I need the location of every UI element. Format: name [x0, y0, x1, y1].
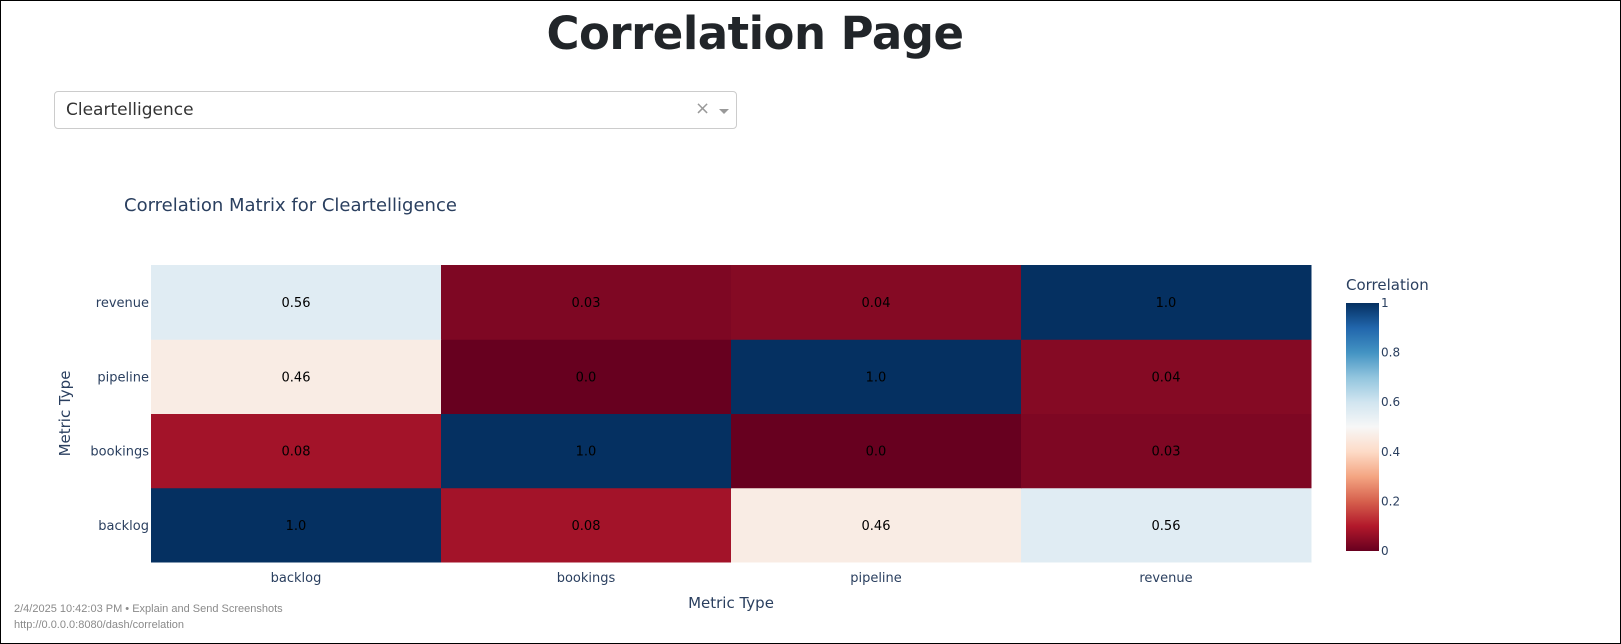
footer-url: http://0.0.0.0:8080/dash/correlation: [14, 619, 185, 631]
cell-value-label: 0.46: [282, 370, 311, 385]
x-axis-title: Metric Type: [688, 594, 774, 612]
cell-value-label: 0.56: [282, 296, 311, 311]
colorbar-title: Correlation: [1346, 276, 1429, 294]
heatmap-cell-revenue-backlog: [151, 265, 442, 340]
cell-value-label: 0.03: [572, 296, 601, 311]
y-axis-ticks: backlog bookings pipeline revenue: [90, 296, 149, 534]
colorbar-tick-label: 0: [1381, 544, 1389, 558]
cell-value-label: 0.08: [572, 519, 601, 534]
cell-value-label: 0.03: [1152, 445, 1181, 460]
company-dropdown[interactable]: Cleartelligence ×: [54, 91, 737, 129]
chevron-down-icon[interactable]: [719, 109, 729, 114]
colorbar-tick-label: 0.4: [1381, 445, 1400, 459]
cell-value-label: 0.08: [282, 445, 311, 460]
colorbar-tick-label: 0.8: [1381, 346, 1400, 360]
cell-value-label: 1.0: [866, 370, 887, 385]
y-tick-label: pipeline: [97, 370, 149, 385]
heatmap-cell-backlog-bookings: [441, 487, 732, 563]
dropdown-selected-value: Cleartelligence: [66, 100, 194, 120]
heatmap-cell-backlog-backlog: [151, 487, 442, 563]
x-tick-label: revenue: [1139, 571, 1192, 586]
colorbar-ticks: 0 0.2 0.4 0.6 0.8 1: [1381, 296, 1400, 558]
cell-value-label: 0.04: [1152, 370, 1181, 385]
heatmap-cell-bookings-pipeline: [731, 413, 1022, 489]
cell-value-label: 1.0: [576, 445, 597, 460]
colorbar-tick-label: 0.6: [1381, 395, 1400, 409]
x-tick-label: bookings: [557, 571, 616, 586]
cell-value-label: 0.0: [866, 445, 887, 460]
heatmap-cell-backlog-revenue: [1021, 487, 1312, 563]
heatmap-cell-pipeline-pipeline: [731, 339, 1022, 414]
heatmap-cells: [151, 265, 1312, 563]
heatmap-cell-labels: 1.0 0.08 0.46 0.56 0.08 1.0 0.0 0.03 0.46 0.0 1.0 0…: [282, 296, 1181, 534]
cell-value-label: 1.0: [286, 519, 307, 534]
heatmap-cell-pipeline-backlog: [151, 339, 442, 414]
y-tick-label: backlog: [98, 519, 149, 534]
heatmap-cell-bookings-backlog: [151, 413, 442, 489]
cell-value-label: 1.0: [1156, 296, 1177, 311]
footer-timestamp: 2/4/2025 10:42:03 PM • Explain and Send …: [14, 603, 283, 615]
heatmap-cell-bookings-revenue: [1021, 413, 1312, 489]
y-tick-label: revenue: [96, 296, 149, 311]
colorbar-tick-label: 1: [1381, 296, 1389, 310]
heatmap-cell-revenue-revenue: [1021, 265, 1312, 340]
cell-value-label: 0.0: [576, 370, 597, 385]
x-axis-ticks: backlog bookings pipeline revenue: [271, 571, 1193, 586]
heatmap-cell-revenue-pipeline: [731, 265, 1022, 340]
heatmap-cell-backlog-pipeline: [731, 487, 1022, 563]
cell-value-label: 0.04: [862, 296, 891, 311]
x-tick-label: backlog: [271, 571, 322, 586]
y-tick-label: bookings: [90, 445, 149, 460]
heatmap-cell-bookings-bookings: [441, 413, 732, 489]
colorbar-tick-label: 0.2: [1381, 494, 1400, 508]
chart-title: Correlation Matrix for Cleartelligence: [124, 195, 457, 216]
heatmap-cell-pipeline-bookings: [441, 339, 732, 414]
x-tick-label: pipeline: [850, 571, 902, 586]
heatmap-cell-pipeline-revenue: [1021, 339, 1312, 414]
page-title: Correlation Page: [546, 7, 964, 60]
cell-value-label: 0.56: [1152, 519, 1181, 534]
cell-value-label: 0.46: [862, 519, 891, 534]
clear-icon[interactable]: ×: [695, 98, 711, 119]
y-axis-title: Metric Type: [56, 371, 74, 457]
colorbar: [1346, 303, 1379, 551]
heatmap-cell-revenue-bookings: [441, 265, 732, 340]
